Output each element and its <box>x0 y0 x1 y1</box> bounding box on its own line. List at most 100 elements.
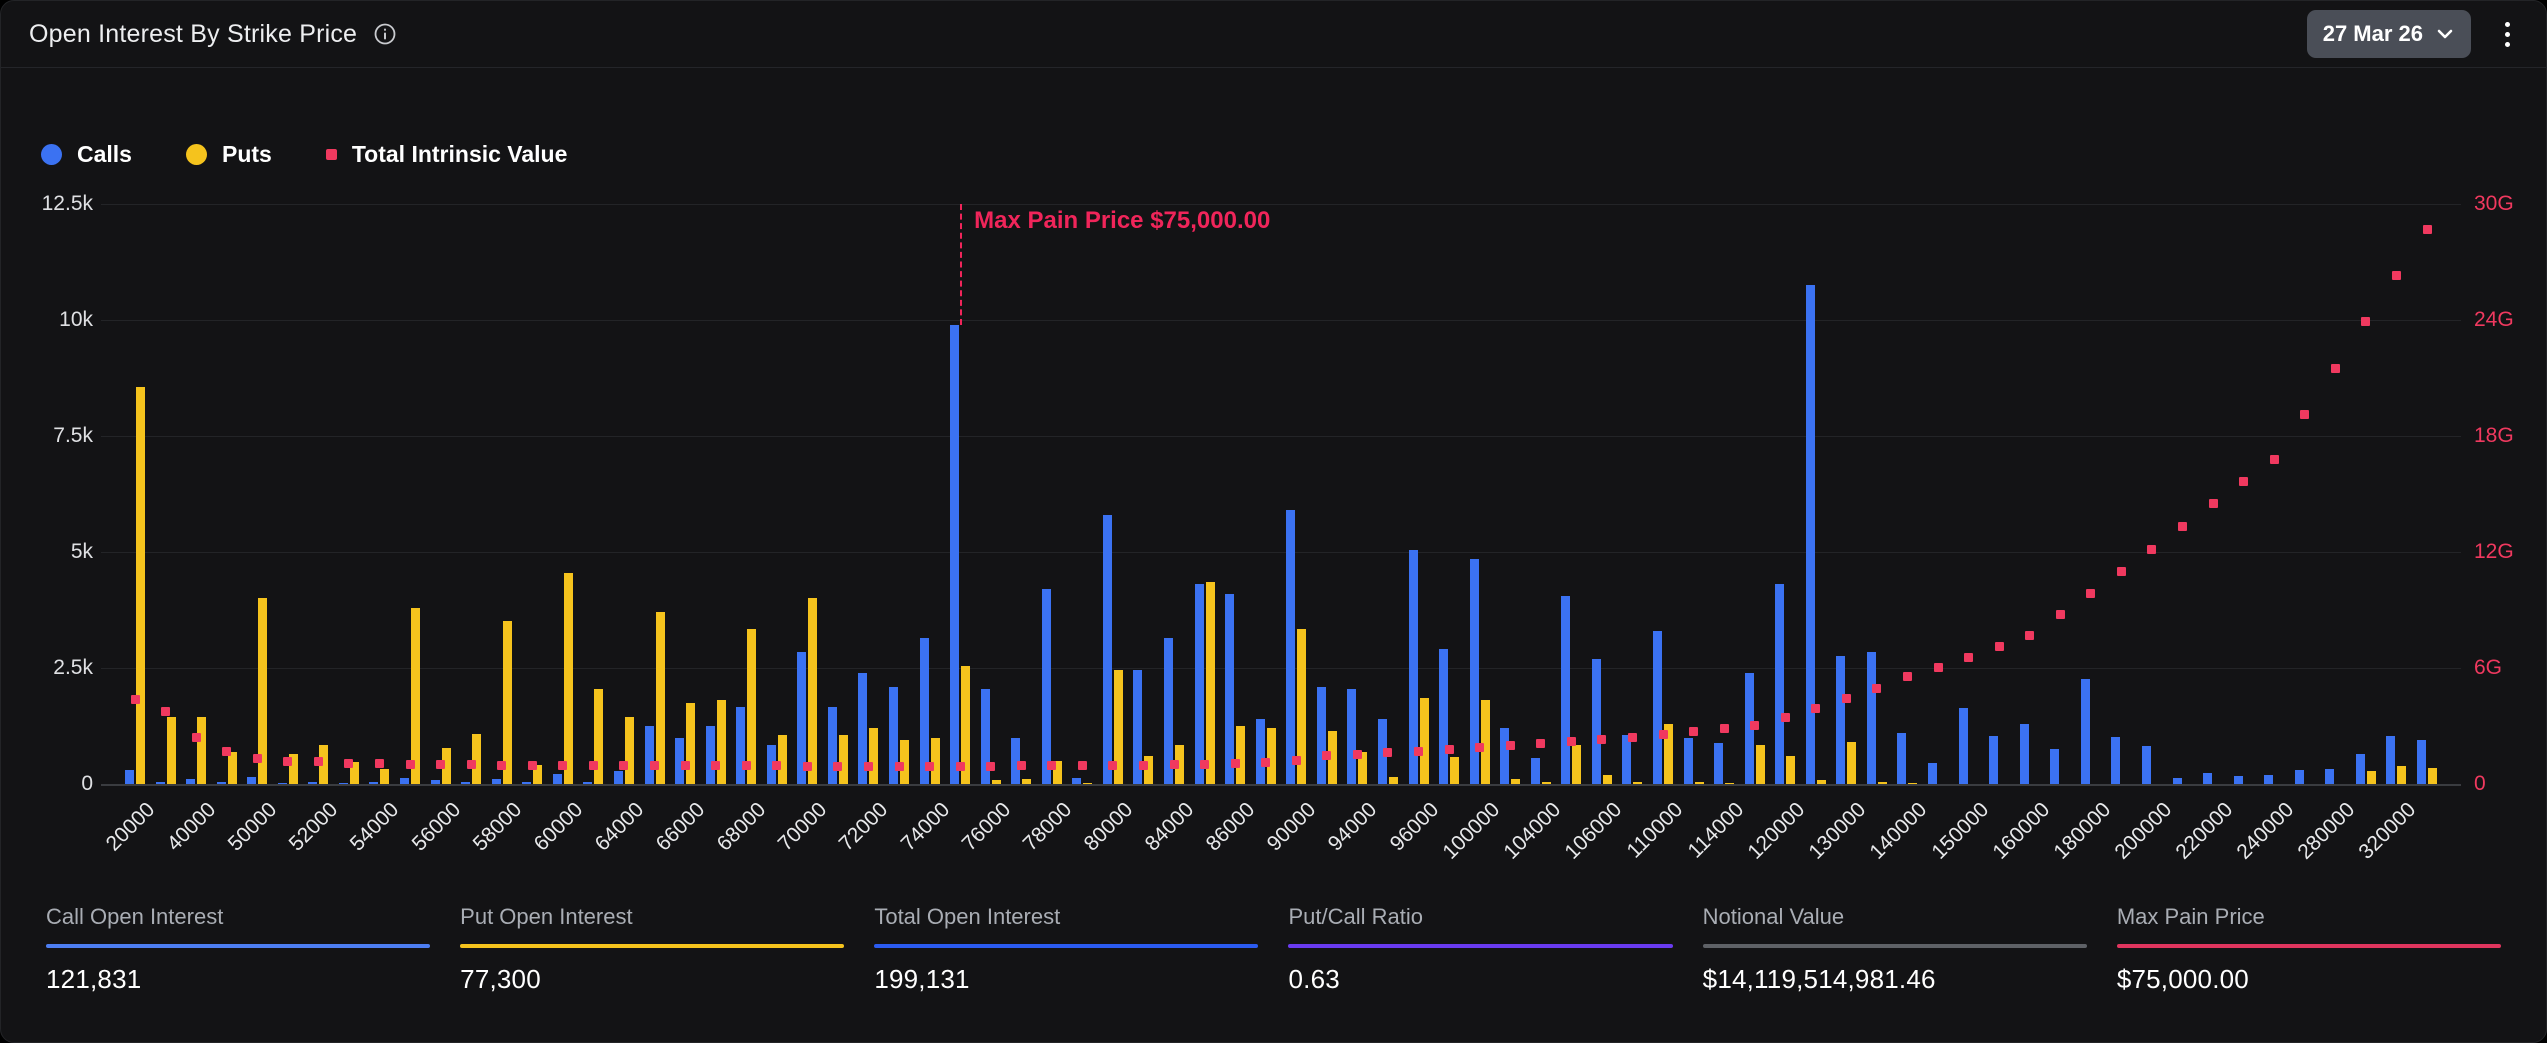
y-axis-right-tick: 0 <box>2474 772 2486 795</box>
intrinsic-value-dot <box>558 760 568 770</box>
call-bar <box>400 777 410 784</box>
call-bar <box>613 771 623 784</box>
intrinsic-value-dot <box>405 759 415 769</box>
y-axis-right-tick: 24G <box>2474 308 2514 331</box>
call-bar <box>797 651 807 784</box>
intrinsic-value-dot <box>2208 499 2218 509</box>
more-options-icon[interactable] <box>2497 18 2518 51</box>
stat-label: Put/Call Ratio <box>1288 904 1423 929</box>
call-bar <box>338 782 348 784</box>
stats-row: Call Open Interest 121,831 Put Open Inte… <box>46 904 2501 995</box>
intrinsic-value-dot <box>1933 662 1943 672</box>
x-axis-label: 140000 <box>1865 798 1932 864</box>
put-bar <box>594 688 604 784</box>
stat-notional-value: Notional Value $14,119,514,981.46 <box>1702 904 2087 995</box>
call-bar <box>1164 637 1174 784</box>
call-bar <box>1011 737 1021 784</box>
intrinsic-value-dot <box>1077 761 1087 771</box>
intrinsic-value-dot <box>986 761 996 771</box>
legend-item-puts[interactable]: Puts <box>185 141 272 168</box>
call-bar <box>2203 772 2213 784</box>
put-bar <box>1236 726 1246 784</box>
header-actions: 27 Mar 26 <box>2306 10 2518 58</box>
x-axis-label: 54000 <box>346 798 404 856</box>
stat-label: Total Open Interest <box>874 904 1061 929</box>
intrinsic-value-dot <box>313 757 323 767</box>
call-bar <box>1805 285 1815 784</box>
call-bar <box>1561 596 1571 784</box>
x-axis-label: 150000 <box>1927 798 1993 864</box>
call-bar <box>1530 758 1540 784</box>
intrinsic-value-dot <box>619 761 629 771</box>
legend-item-intrinsic[interactable]: Total Intrinsic Value <box>325 141 568 168</box>
put-bar <box>686 702 696 784</box>
intrinsic-value-dot <box>1108 760 1118 770</box>
intrinsic-value-dot <box>2178 522 2188 532</box>
call-bar <box>980 688 990 784</box>
call-bar <box>2080 679 2090 784</box>
max-pain-label: Max Pain Price $75,000.00 <box>974 207 1271 234</box>
intrinsic-value-dot <box>1322 751 1332 761</box>
call-bar <box>858 672 868 784</box>
expiry-dropdown[interactable]: 27 Mar 26 <box>2306 10 2471 58</box>
legend-label-intrinsic: Total Intrinsic Value <box>351 141 568 167</box>
intrinsic-value-dot <box>650 761 660 771</box>
call-bar <box>1744 672 1754 784</box>
x-axis-label: 114000 <box>1683 798 1749 863</box>
stat-put-call-ratio: Put/Call Ratio 0.63 <box>1288 904 1673 995</box>
put-bar <box>319 744 329 784</box>
call-bar <box>1775 584 1785 784</box>
call-bar <box>522 781 532 784</box>
stat-value: $75,000.00 <box>2116 964 2249 994</box>
open-interest-chart[interactable]: 0 0 2.5k 6G 5k 12G 7.5k 18G 10k 24G 12.5k 30G 20000 4… <box>1 191 2546 891</box>
put-bar <box>900 739 909 784</box>
x-axis-label: 104000 <box>1499 798 1566 864</box>
put-bar <box>563 572 573 784</box>
call-bar <box>1469 558 1479 784</box>
put-bar <box>1847 742 1857 784</box>
put-bar <box>2366 770 2376 784</box>
call-bar <box>247 777 257 784</box>
intrinsic-value-dot <box>1689 727 1699 737</box>
intrinsic-value-dot <box>2055 610 2065 620</box>
call-bar <box>1622 735 1632 784</box>
put-bar <box>1297 628 1307 784</box>
intrinsic-value-dot <box>2300 410 2310 420</box>
intrinsic-value-dot <box>1627 732 1637 742</box>
call-bar <box>1347 688 1357 784</box>
put-bar <box>197 716 207 784</box>
x-axis-label: 68000 <box>712 798 771 856</box>
put-bar <box>349 761 359 784</box>
call-bar <box>1072 778 1082 784</box>
put-bar <box>2428 767 2437 784</box>
intrinsic-value-dot <box>2422 224 2432 234</box>
put-bar <box>1908 782 1918 784</box>
x-axis-label: 94000 <box>1324 798 1382 856</box>
intrinsic-value-dot <box>925 761 935 771</box>
x-axis-label: 96000 <box>1385 798 1443 856</box>
intrinsic-value-dot <box>1536 738 1546 748</box>
put-bar <box>1755 744 1765 784</box>
page-title: Open Interest By Strike Price <box>29 19 358 48</box>
intrinsic-value-dot <box>1964 652 1974 662</box>
legend-item-calls[interactable]: Calls <box>41 141 132 168</box>
intrinsic-value-dot <box>1138 760 1148 770</box>
put-bar <box>1113 670 1123 784</box>
call-bar <box>277 783 287 784</box>
intrinsic-value-dot <box>1566 736 1576 746</box>
put-bar <box>502 620 512 784</box>
x-axis-label: 220000 <box>2171 798 2238 864</box>
intrinsic-value-dot <box>527 760 537 770</box>
intrinsic-value-dot <box>2330 363 2340 373</box>
x-axis-label: 76000 <box>957 798 1015 856</box>
intrinsic-value-dot <box>2361 317 2371 327</box>
put-bar <box>1419 698 1429 784</box>
put-bar <box>166 716 176 784</box>
call-bar <box>2325 769 2335 784</box>
call-bar <box>919 637 929 784</box>
put-bar <box>472 734 482 784</box>
info-icon[interactable] <box>373 22 397 46</box>
stat-value: 0.63 <box>1288 964 1340 994</box>
call-bar <box>2294 769 2304 784</box>
